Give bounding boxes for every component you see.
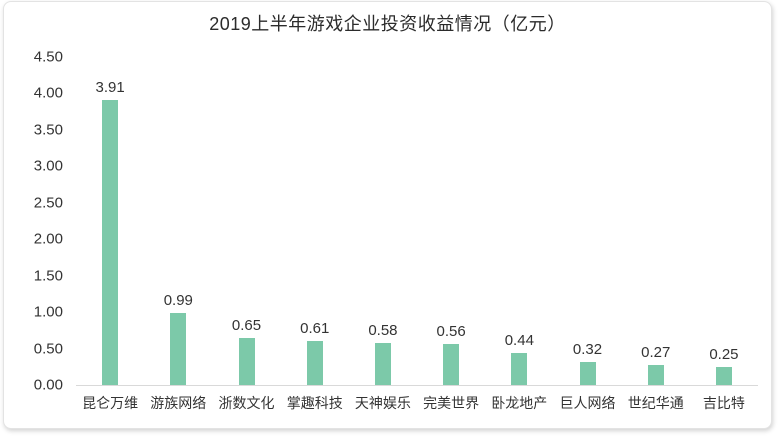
bar-group: 0.25 (690, 57, 758, 385)
chart-title: 2019上半年游戏企业投资收益情况（亿元） (209, 14, 566, 34)
bar (238, 337, 255, 385)
x-axis-category-label: 巨人网络 (559, 395, 616, 411)
y-axis-tick-label: 3.50 (33, 121, 63, 139)
y-axis-tick-label: 4.50 (33, 48, 63, 66)
bar-value-label: 0.32 (572, 340, 603, 358)
bar-group: 3.91 (76, 57, 144, 385)
bar-value-label: 0.27 (641, 344, 671, 362)
y-axis-tick-label: 0.50 (33, 340, 63, 358)
y-axis-tick-label: 1.00 (33, 303, 63, 321)
x-axis-category-label: 吉比特 (702, 395, 745, 411)
x-axis-category-label: 完美世界 (423, 395, 480, 411)
bar-value-label: 0.61 (300, 319, 330, 337)
x-axis-category-label: 天神娱乐 (354, 395, 411, 411)
x-axis-category-label: 掌趣科技 (286, 395, 343, 411)
bar (170, 312, 187, 385)
y-axis: 0.00 0.50 1.00 1.50 2.00 2.50 3.00 3.50 4.00 4.50 (4, 49, 63, 394)
y-axis-tick-label: 2.50 (33, 194, 63, 212)
bar (715, 366, 732, 385)
y-axis-tick-label: 3.00 (33, 157, 63, 175)
bar-group: 0.27 (622, 57, 690, 385)
bar (579, 361, 596, 385)
x-axis-category-label: 卧龙地产 (491, 395, 548, 411)
bar-group: 0.61 (281, 57, 349, 385)
bar (306, 340, 323, 385)
x-axis-labels: 昆仑万维 游族网络 浙数文化 掌趣科技 天神娱乐 完美世界 卧龙地产 巨人网络 世纪华通 吉比特 (76, 393, 758, 413)
bar (511, 352, 528, 385)
bar-value-label: 0.56 (436, 323, 466, 341)
x-axis-category-label: 世纪华通 (627, 395, 684, 411)
bar-group: 0.99 (144, 57, 212, 385)
bar-value-label: 0.99 (163, 291, 193, 309)
bar-value-label: 0.58 (368, 321, 398, 339)
bar (443, 344, 460, 385)
bar-group: 0.65 (212, 57, 280, 385)
x-axis-category-label: 浙数文化 (218, 395, 275, 411)
x-axis-line (76, 385, 758, 386)
x-axis-category-label: 游族网络 (150, 395, 207, 411)
x-axis-category-label: 昆仑万维 (82, 395, 139, 411)
y-axis-tick-label: 2.00 (33, 230, 63, 248)
bar-value-label: 3.91 (95, 79, 125, 97)
bar-group: 0.44 (485, 57, 553, 385)
y-axis-tick-label: 1.50 (33, 267, 63, 285)
plot-area: 3.91 0.99 0.65 0.61 0.58 0.56 0.44 0.32 0.27 0.25 (76, 57, 758, 385)
bar-group: 0.56 (417, 57, 485, 385)
bar-group: 0.58 (349, 57, 417, 385)
chart-card: 2019上半年游戏企业投资收益情况（亿元） 0.00 0.50 1.00 1.50 2.… (3, 1, 772, 429)
bar-value-label: 0.44 (504, 331, 534, 349)
bar (102, 100, 119, 385)
bar-group: 0.32 (553, 57, 621, 385)
y-axis-tick-label: 4.00 (33, 84, 63, 102)
bar-value-label: 0.65 (231, 316, 262, 334)
y-axis-tick-label: 0.00 (33, 376, 63, 394)
bar (374, 342, 391, 385)
bar (647, 365, 664, 385)
bar-value-label: 0.25 (709, 345, 739, 363)
